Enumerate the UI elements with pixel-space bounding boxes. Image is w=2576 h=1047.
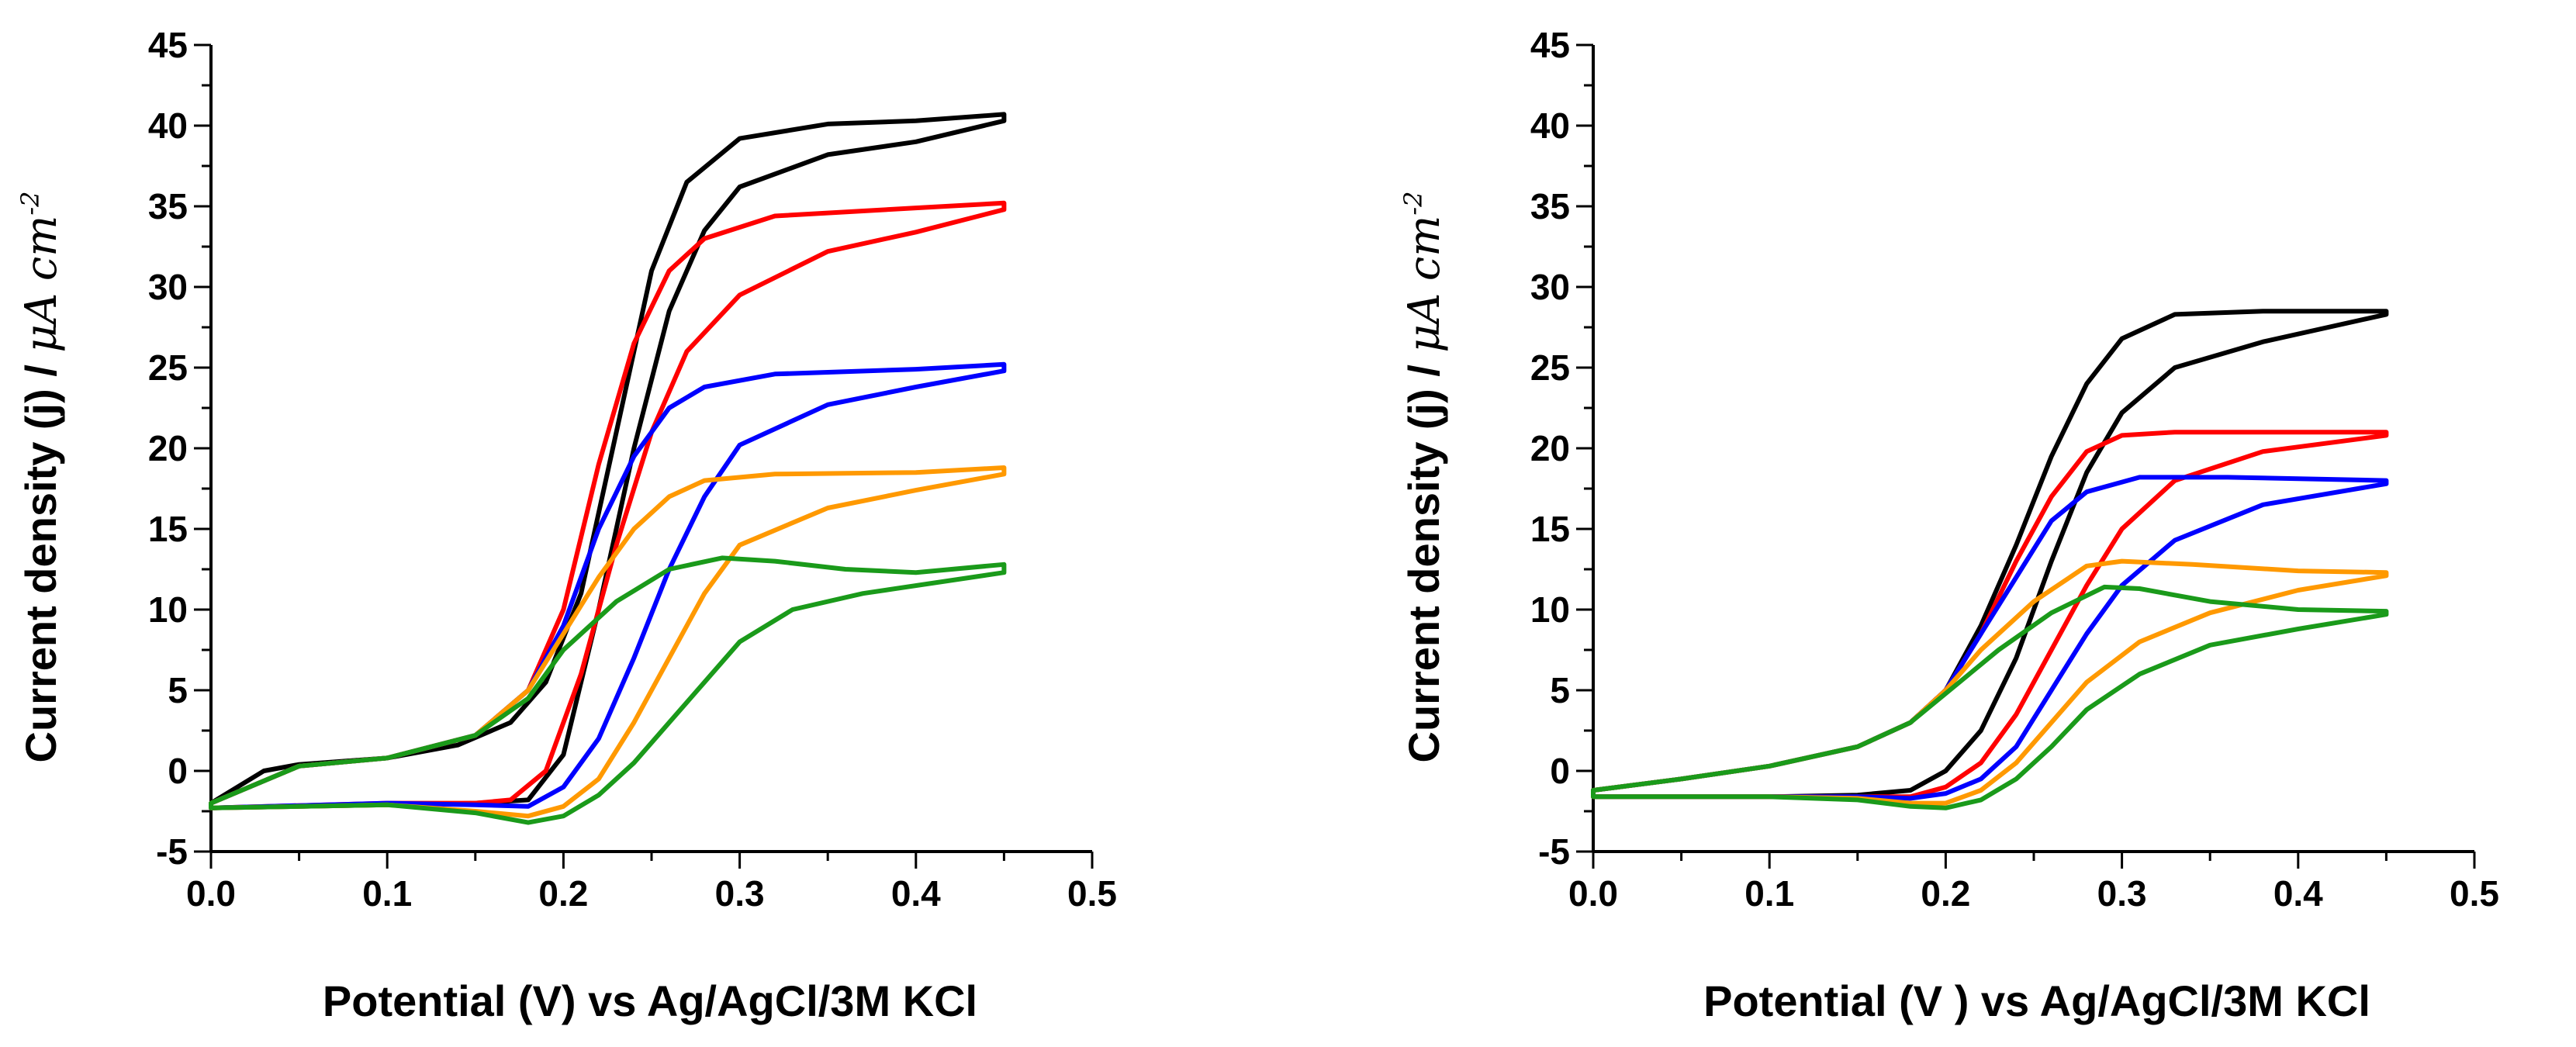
- right-x-tick-label: 0.3: [2097, 873, 2147, 914]
- right-y-axis-title: Current density (j) / μA cm-2: [1399, 192, 1450, 763]
- left-x-tick-label: 0.3: [715, 873, 765, 914]
- right-series-green-line: [1591, 584, 2389, 810]
- right-y-axis-title-sup: -2: [1399, 192, 1428, 216]
- left-y-axis-title-sup: -2: [16, 192, 45, 216]
- left-series-green-line: [209, 555, 1007, 825]
- left-y-axis-title-main: Current density (j) /: [16, 353, 65, 763]
- right-y-tick-label: 30: [1530, 267, 1570, 307]
- right-y-axis-title-main: Current density (j) /: [1399, 353, 1448, 763]
- right-series-black-line: [1591, 309, 2389, 800]
- right-y-tick-label: 20: [1530, 428, 1570, 468]
- right-y-tick-label: 40: [1530, 105, 1570, 146]
- right-y-axis-title-cm: cm: [1399, 216, 1450, 281]
- left-y-tick-label: 20: [148, 428, 188, 468]
- right-y-tick-label: 10: [1530, 589, 1570, 630]
- right-y-tick-label: 35: [1530, 186, 1570, 226]
- right-y-tick-label: 25: [1530, 347, 1570, 388]
- right-y-tick-label: 0: [1550, 751, 1570, 791]
- left-y-tick-label: 10: [148, 589, 188, 630]
- left-y-tick-label: 45: [148, 25, 188, 65]
- right-y-tick-label: -5: [1538, 831, 1570, 872]
- left-y-tick-label: 40: [148, 105, 188, 146]
- right-x-tick-label: 0.1: [1744, 873, 1794, 914]
- right-x-tick-label: 0.4: [2273, 873, 2323, 914]
- left-x-axis-title: Potential (V) vs Ag/AgCl/3M KCl: [323, 976, 977, 1025]
- left-series-orange-line: [209, 465, 1007, 819]
- right-x-tick-label: 0.0: [1568, 873, 1618, 914]
- right-y-tick-label: 45: [1530, 25, 1570, 65]
- left-y-tick-label: 35: [148, 186, 188, 226]
- left-y-tick-label: 25: [148, 347, 188, 388]
- left-x-tick-label: 0.4: [891, 873, 941, 914]
- left-y-axis-title: Current density (j) / μA cm-2: [16, 192, 67, 763]
- right-chart-panel: Potential (V ) vs Ag/AgCl/3M KCl Current…: [1399, 25, 2499, 1025]
- left-y-tick-label: 30: [148, 267, 188, 307]
- left-series-black-line: [209, 112, 1007, 810]
- right-x-tick-label: 0.5: [2450, 873, 2499, 914]
- left-y-tick-label: 5: [168, 670, 188, 710]
- left-y-axis-title-A: A: [16, 293, 67, 328]
- right-y-axis-title-A: A: [1399, 293, 1450, 328]
- left-y-axis-title-mu: μ: [16, 324, 67, 352]
- left-y-tick-label: 0: [168, 751, 188, 791]
- left-x-tick-label: 0.0: [186, 873, 236, 914]
- left-y-tick-label: -5: [156, 831, 188, 872]
- left-x-tick-label: 0.5: [1067, 873, 1117, 914]
- left-x-tick-label: 0.1: [362, 873, 412, 914]
- left-series-red-line: [209, 200, 1007, 810]
- right-x-tick-label: 0.2: [1921, 873, 1970, 914]
- right-series-red-line: [1591, 430, 2389, 800]
- right-y-tick-label: 15: [1530, 509, 1570, 549]
- left-chart-panel: Potential (V) vs Ag/AgCl/3M KCl Current …: [16, 25, 1117, 1025]
- right-y-axis-title-mu: μ: [1399, 324, 1450, 352]
- right-x-axis-title: Potential (V ) vs Ag/AgCl/3M KCl: [1703, 976, 2370, 1025]
- left-x-tick-label: 0.2: [538, 873, 588, 914]
- left-y-axis-title-cm: cm: [16, 216, 67, 281]
- right-series-orange-line: [1591, 558, 2389, 806]
- right-y-tick-label: 5: [1550, 670, 1570, 710]
- left-y-tick-label: 15: [148, 509, 188, 549]
